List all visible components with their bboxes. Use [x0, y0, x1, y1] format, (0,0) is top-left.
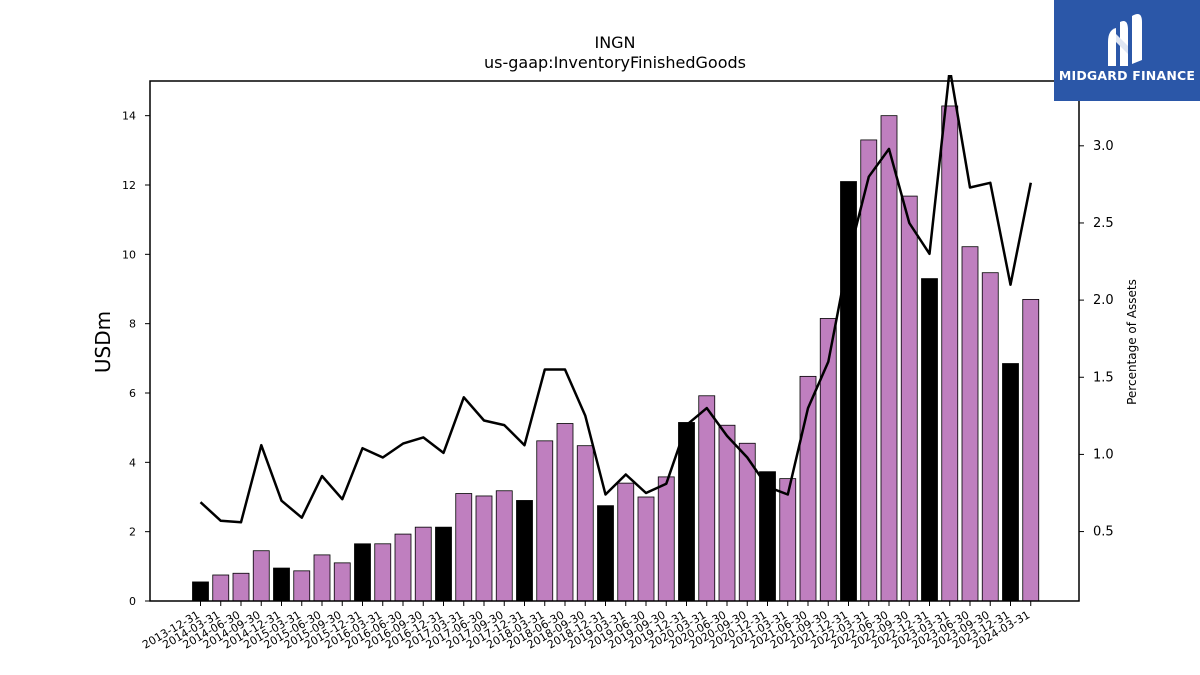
bar: [293, 570, 311, 602]
bar: [900, 195, 918, 602]
bar: [192, 581, 209, 602]
y-tick-label: 12: [122, 179, 136, 192]
bar: [718, 424, 736, 602]
y-tick-label: 14: [122, 110, 136, 123]
bar: [617, 482, 635, 602]
y-tick-label: 8: [129, 318, 136, 331]
y2-tick-label: 1.5: [1093, 370, 1114, 385]
bar: [657, 476, 675, 602]
bar: [698, 395, 716, 602]
y2-axis-label: Percentage of Assets: [1125, 279, 1139, 405]
y-tick-label: 4: [129, 456, 136, 469]
bar: [981, 272, 999, 602]
bar: [1002, 363, 1019, 602]
bar: [394, 533, 412, 602]
bar: [435, 526, 452, 602]
bar: [576, 445, 594, 602]
bar: [637, 496, 655, 602]
bar: [860, 139, 878, 602]
bar: [556, 423, 574, 602]
bar: [273, 567, 290, 602]
midgard-logo-icon: [1108, 14, 1142, 66]
chart-subtitle: us-gaap:InventoryFinishedGoods: [484, 53, 746, 72]
logo-text: MIDGARD FINANCE: [1058, 68, 1196, 83]
bar: [252, 550, 270, 602]
percentage-line: [199, 75, 1033, 524]
bar: [961, 246, 979, 602]
y2-tick-label: 2.5: [1093, 216, 1114, 231]
bar: [597, 505, 614, 602]
y2-tick-label: 1.0: [1093, 447, 1114, 462]
bar: [941, 105, 959, 602]
y-tick-label: 10: [122, 248, 136, 261]
plot-frame: [149, 80, 1080, 602]
bar: [495, 490, 513, 602]
y-tick-label: 2: [129, 526, 136, 539]
bar: [880, 115, 898, 602]
bar: [779, 478, 797, 602]
bar: [374, 543, 392, 602]
chart-title: INGN: [594, 33, 635, 52]
bar: [516, 500, 533, 602]
bar: [840, 181, 857, 602]
bar: [1022, 298, 1040, 602]
y-tick-label: 6: [129, 387, 136, 400]
y-tick-label: 0: [129, 595, 136, 608]
y2-tick-label: 0.5: [1093, 525, 1114, 540]
bar: [212, 574, 230, 602]
y2-tick-label: 2.0: [1093, 293, 1114, 308]
bar: [759, 471, 776, 602]
y-axis-label: USDm: [91, 311, 115, 373]
bar: [232, 572, 250, 602]
bar: [455, 493, 473, 602]
bar: [354, 543, 371, 602]
bar: [475, 495, 493, 602]
bar: [414, 526, 432, 602]
y2-tick-label: 3.0: [1093, 139, 1114, 154]
bar: [313, 554, 331, 602]
bar: [678, 422, 695, 602]
bar: [921, 278, 938, 602]
bar: [536, 440, 554, 602]
brand-logo: MIDGARD FINANCE: [1054, 0, 1200, 101]
bar: [333, 562, 351, 602]
